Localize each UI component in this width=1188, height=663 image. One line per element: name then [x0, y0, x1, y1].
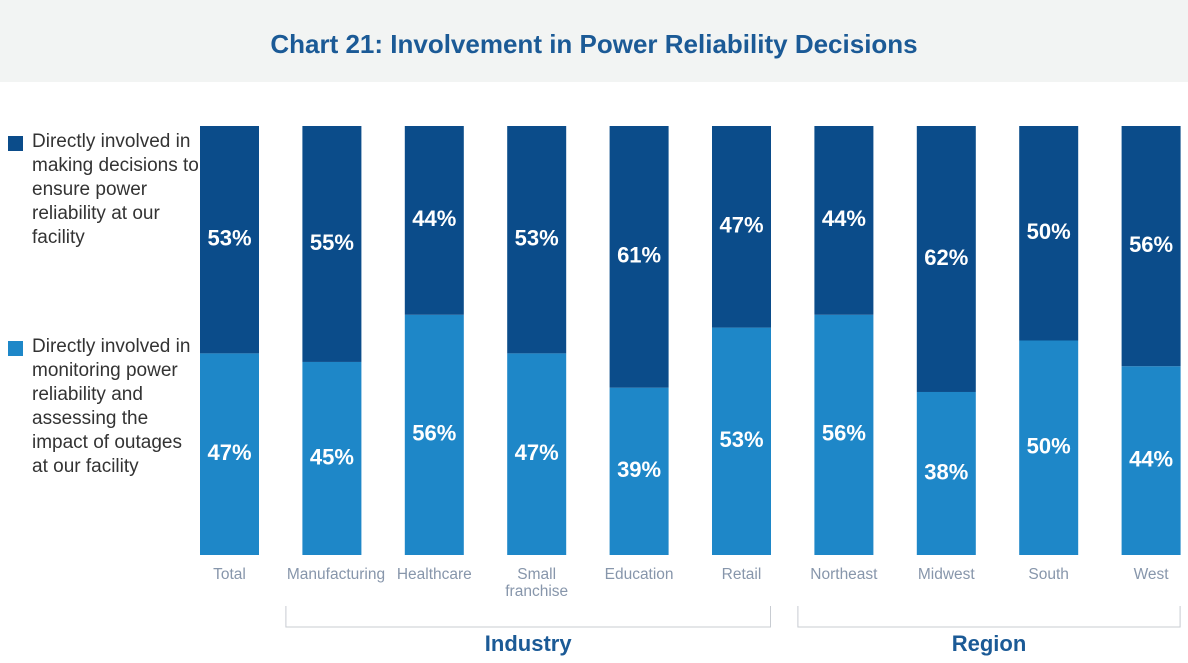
legend-swatch [8, 341, 23, 356]
value-label: 62% [924, 245, 968, 270]
value-label: 47% [719, 213, 763, 238]
value-label: 56% [412, 421, 456, 446]
value-label: 50% [1027, 434, 1071, 459]
bar-segment [1121, 366, 1181, 555]
x-tick-text: Northeast [810, 566, 878, 583]
bar-segment [916, 391, 976, 555]
bar-segment [814, 314, 874, 555]
value-label: 44% [412, 206, 456, 231]
x-tick-text: South [1028, 566, 1069, 583]
x-tick-label: Small franchise [486, 566, 588, 600]
value-label: 53% [515, 225, 559, 250]
x-tick-label: Manufacturing [281, 566, 386, 583]
value-label: 47% [207, 440, 251, 465]
x-tick-label: Total [179, 566, 281, 583]
x-tick-text: Midwest [917, 566, 975, 583]
bar-segment [507, 126, 567, 354]
x-tick-label: South [998, 566, 1100, 583]
bar-segment [916, 126, 976, 392]
x-tick-label: Healthcare [383, 566, 485, 583]
bar-segment [1019, 126, 1079, 341]
bar-segment [507, 353, 567, 555]
bar-segment [200, 353, 259, 555]
bar-segment [1019, 340, 1079, 555]
group-label: Industry [485, 631, 573, 656]
value-label: 44% [822, 206, 866, 231]
value-label: 61% [617, 243, 661, 268]
x-tick-text: Small franchise [505, 566, 569, 600]
x-tick-label: Education [588, 566, 690, 583]
bar-segment [1121, 126, 1181, 367]
x-tick-label: Northeast [793, 566, 895, 583]
bar-segment [302, 126, 362, 362]
chart-title: Chart 21: Involvement in Power Reliabili… [270, 29, 918, 59]
group-bracket [797, 606, 1181, 628]
value-label: 53% [207, 225, 251, 250]
bar-segment [609, 387, 669, 555]
bar-segment [200, 126, 259, 354]
x-tick-text: Total [213, 566, 246, 583]
legend-swatch [8, 136, 23, 151]
bar-segment [404, 126, 464, 315]
x-tick-label: West [1100, 566, 1188, 583]
x-tick-text: Healthcare [396, 566, 472, 583]
value-label: 56% [822, 421, 866, 446]
group-bracket [285, 606, 771, 628]
value-label: 44% [1129, 446, 1173, 471]
x-tick-text: West [1133, 566, 1169, 583]
bar-segment [712, 327, 771, 555]
bar-segment [302, 361, 362, 555]
x-tick-text: Manufacturing [286, 566, 386, 583]
bar-segment [712, 126, 771, 328]
value-label: 47% [515, 440, 559, 465]
value-label: 56% [1129, 232, 1173, 257]
x-tick-text: Retail [721, 566, 762, 583]
title-band [0, 0, 1188, 82]
value-label: 38% [924, 459, 968, 484]
value-label: 53% [719, 427, 763, 452]
group-label: Region [952, 631, 1027, 656]
value-label: 55% [310, 230, 354, 255]
legend-label: Directly involved in monitoring power re… [32, 336, 191, 477]
value-label: 50% [1027, 219, 1071, 244]
bar-segment [404, 314, 464, 555]
value-label: 45% [310, 444, 354, 469]
value-label: 39% [617, 457, 661, 482]
legend-label: Directly involved in making decisions to… [32, 131, 199, 248]
x-tick-label: Retail [691, 566, 793, 583]
x-tick-label: Midwest [895, 566, 997, 583]
x-tick-text: Education [604, 566, 674, 583]
bar-segment [609, 126, 669, 388]
bar-segment [814, 126, 874, 315]
